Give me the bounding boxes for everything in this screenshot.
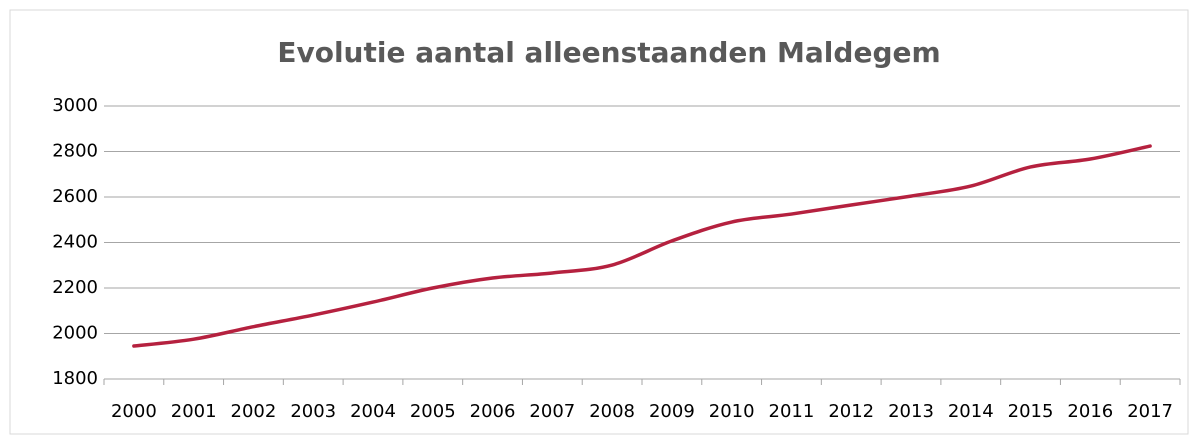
x-tick-label: 2013 xyxy=(888,401,934,422)
x-tick-label: 2005 xyxy=(410,401,456,422)
x-tick-label: 2009 xyxy=(649,401,695,422)
y-tick-label: 2200 xyxy=(52,277,98,298)
x-tick-label: 2003 xyxy=(290,401,336,422)
chart-border xyxy=(9,9,1189,435)
x-tick-label: 2002 xyxy=(231,401,277,422)
y-tick-label: 2400 xyxy=(52,232,98,253)
x-tick-label: 2004 xyxy=(350,401,396,422)
chart-title: Evolutie aantal alleenstaanden Maldegem xyxy=(277,36,940,69)
y-tick-label: 2800 xyxy=(52,141,98,162)
series-line xyxy=(132,144,1152,348)
y-tick-label: 2600 xyxy=(52,186,98,207)
x-tick-label: 2008 xyxy=(589,401,635,422)
x-tick-label: 2017 xyxy=(1127,401,1173,422)
y-tick-label: 2000 xyxy=(52,323,98,344)
x-tick-label: 2006 xyxy=(470,401,516,422)
x-tick-label: 2010 xyxy=(709,401,755,422)
x-tick-label: 2011 xyxy=(769,401,815,422)
x-tick-label: 2014 xyxy=(948,401,994,422)
y-tick-label: 3000 xyxy=(52,95,98,116)
x-tick-label: 2001 xyxy=(171,401,217,422)
x-tick-label: 2012 xyxy=(828,401,874,422)
x-tick-label: 2015 xyxy=(1008,401,1054,422)
y-tick-label: 1800 xyxy=(52,368,98,389)
x-tick-label: 2016 xyxy=(1067,401,1113,422)
x-tick-label: 2007 xyxy=(529,401,575,422)
x-tick-label: 2000 xyxy=(111,401,157,422)
